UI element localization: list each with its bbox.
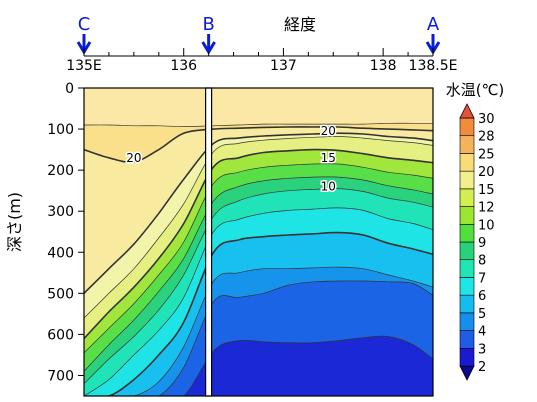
x-tick-label: 138.5E xyxy=(409,58,458,74)
isotherm-5 xyxy=(84,231,433,396)
colorbar-tick-label: 25 xyxy=(478,147,495,162)
colorbar-swatch xyxy=(459,259,475,278)
isotherm-10 xyxy=(84,148,433,340)
colorbar-swatch xyxy=(459,135,475,154)
colorbar-swatch xyxy=(459,312,475,331)
colorbar-swatch xyxy=(459,170,475,190)
colorbar-tick-label: 28 xyxy=(478,130,495,145)
isotherm-8 xyxy=(84,176,433,372)
y-tick-label: 0 xyxy=(65,81,74,97)
colorbar-swatch xyxy=(459,117,475,137)
colorbar-title: 水温(℃) xyxy=(446,81,505,99)
y-tick-label: 300 xyxy=(47,204,74,220)
station-label-C: C xyxy=(78,14,91,35)
colorbar-swatch xyxy=(459,241,475,261)
colorbar-swatch xyxy=(459,223,475,243)
colorbar-tick-label: 20 xyxy=(478,165,495,180)
colorbar-tick-label: 9 xyxy=(478,236,486,251)
colorbar: 2 3 4 5 6 7 8 9 10 12 15 20 25 28 30 xyxy=(459,103,495,381)
section-gap xyxy=(205,87,213,397)
colorbar-tick-label: 2 xyxy=(478,360,486,375)
colorbar-tick-label: 6 xyxy=(478,289,486,304)
isotherm-20 xyxy=(84,126,433,164)
colorbar-swatch xyxy=(459,294,475,314)
colorbar-swatch xyxy=(459,188,475,207)
x-tick-label: 135E xyxy=(66,58,102,74)
y-axis: 0 100 200 300 400 500 600 700 xyxy=(47,81,84,384)
colorbar-swatch xyxy=(459,206,475,225)
colorbar-tick-label: 7 xyxy=(478,271,486,286)
colorbar-swatch xyxy=(459,347,475,367)
isotherm-6 xyxy=(84,207,433,396)
station-label-B: B xyxy=(202,14,214,35)
y-tick-label: 100 xyxy=(47,122,74,138)
colorbar-swatch xyxy=(459,330,475,349)
colorbar-min-extension xyxy=(459,365,475,381)
colorbar-max-extension xyxy=(459,103,475,119)
isotherm-4 xyxy=(84,266,433,396)
y-tick-label: 400 xyxy=(47,245,74,261)
isotherm-15 xyxy=(84,132,433,294)
colorbar-tick-label: 8 xyxy=(478,254,486,269)
colorbar-tick-label: 12 xyxy=(478,201,495,216)
x-axis: 135E 136 137 138 138.5E xyxy=(66,48,457,74)
plot-frame xyxy=(83,87,434,397)
contour-label: 15 xyxy=(321,151,336,165)
x-tick-label: 138 xyxy=(370,58,397,74)
contour-labels: 20 15 10 20 xyxy=(125,123,338,195)
isotherm-25 xyxy=(84,122,433,127)
isotherm-3 xyxy=(84,280,433,396)
isotherm-12 xyxy=(84,136,433,319)
station-label-A: A xyxy=(427,14,440,35)
x-axis-title: 経度 xyxy=(284,15,316,34)
colorbar-swatch xyxy=(459,277,475,296)
colorbar-tick-label: 10 xyxy=(478,218,495,233)
colorbar-tick-label: 30 xyxy=(478,112,495,127)
band-2-3 xyxy=(84,336,433,396)
colorbar-tick-label: 4 xyxy=(478,325,486,340)
y-tick-label: 200 xyxy=(47,163,74,179)
y-tick-label: 700 xyxy=(47,368,74,384)
contour-label: 20 xyxy=(126,151,141,165)
isotherm-9 xyxy=(84,163,433,354)
colorbar-tick-label: 3 xyxy=(478,342,486,357)
isotherm-lines xyxy=(84,122,433,396)
y-axis-title: 深さ(m) xyxy=(5,192,24,252)
y-tick-label: 500 xyxy=(47,286,74,302)
temperature-bands xyxy=(84,123,433,396)
x-tick-label: 136 xyxy=(170,58,197,74)
x-tick-label: 137 xyxy=(270,58,297,74)
contour-label: 20 xyxy=(321,124,336,138)
isotherm-2 xyxy=(84,335,433,396)
colorbar-tick-label: 15 xyxy=(478,183,495,198)
colorbar-tick-label: 5 xyxy=(478,307,486,322)
y-tick-label: 600 xyxy=(47,327,74,343)
contour-label: 10 xyxy=(321,180,336,194)
isotherm-7 xyxy=(84,188,433,384)
colorbar-swatch xyxy=(459,153,475,172)
